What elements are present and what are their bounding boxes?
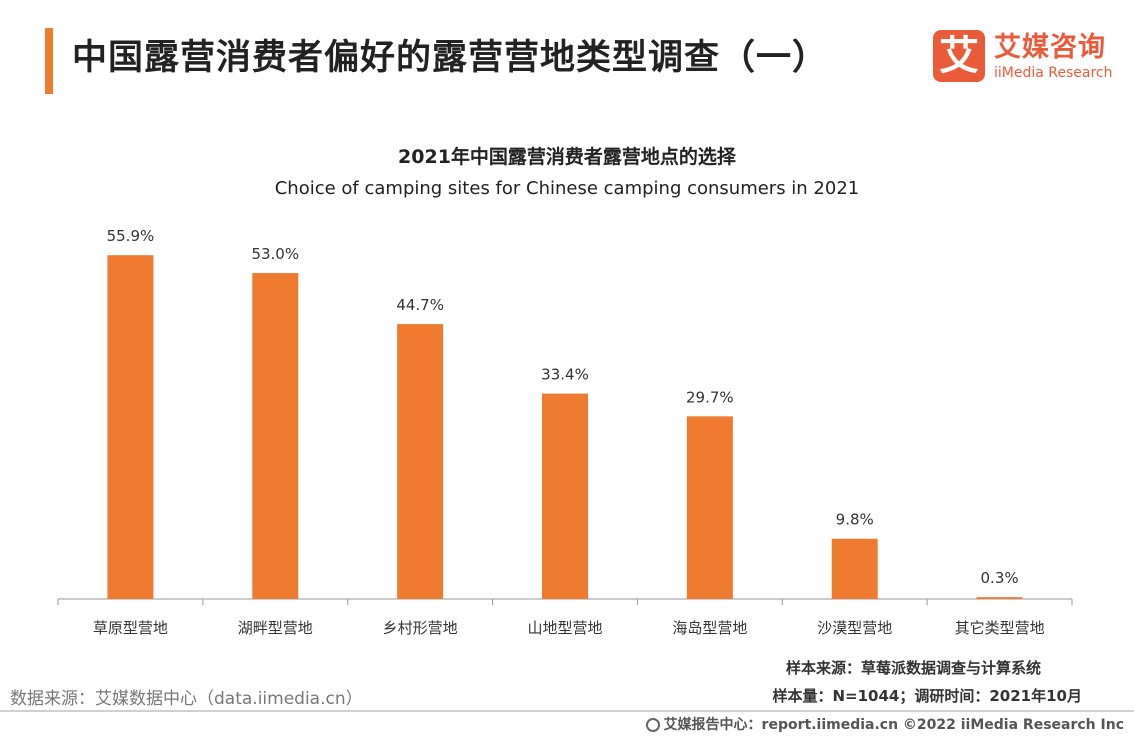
title-accent-bar [45, 28, 53, 94]
chart-title: 2021年中国露营消费者露营地点的选择 [398, 146, 736, 168]
bar [831, 538, 878, 599]
category-label: 其它类型营地 [955, 619, 1045, 637]
page-title: 中国露营消费者偏好的露营营地类型调查（一） [72, 38, 829, 78]
brand-logo: 艾 艾媒咨询 iiMedia Research [933, 30, 1113, 86]
bar [252, 273, 299, 599]
globe-icon [645, 718, 660, 732]
bar [107, 255, 154, 599]
data-label: 55.9% [107, 227, 155, 245]
category-label: 乡村形营地 [383, 619, 458, 637]
bar [976, 597, 1023, 599]
data-label: 0.3% [981, 569, 1019, 587]
data-label: 29.7% [686, 388, 734, 406]
category-label: 山地型营地 [527, 619, 602, 637]
chart-subtitle: Choice of camping sites for Chinese camp… [274, 178, 860, 199]
category-label: 草原型营地 [93, 619, 168, 637]
bar [542, 393, 588, 599]
logo-name-en: iiMedia Research [994, 65, 1113, 81]
data-label: 9.8% [836, 511, 874, 529]
logo-name-cn: 艾媒咨询 [994, 32, 1106, 63]
footer: 艾媒报告中心：report.iimedia.cn ©2022 iiMedia R… [645, 714, 1124, 734]
data-source-note: 数据来源：艾媒数据中心（data.iimedia.cn） [10, 689, 363, 709]
bar [397, 324, 444, 599]
data-label: 44.7% [396, 296, 444, 314]
category-label: 沙漠型营地 [817, 619, 892, 637]
category-label: 海岛型营地 [672, 619, 747, 637]
footer-divider [0, 710, 1134, 712]
data-label: 33.4% [541, 366, 589, 384]
logo-mark: 艾 [933, 30, 985, 82]
category-label: 湖畔型营地 [238, 619, 313, 637]
bar-chart: 55.9% 草原型营地 53.0% 湖畔型营地 44.7% 乡村形营地 33.4% 山地型营地… [57, 227, 1073, 637]
sample-source-note: 样本来源：草莓派数据调查与计算系统 [785, 659, 1041, 677]
footer-text: 艾媒报告中心：report.iimedia.cn ©2022 iiMedia R… [663, 717, 1124, 733]
sample-size-note: 样本量：N=1044；调研时间：2021年10月 [772, 687, 1083, 705]
data-label: 53.0% [251, 245, 299, 263]
bar [686, 416, 733, 599]
